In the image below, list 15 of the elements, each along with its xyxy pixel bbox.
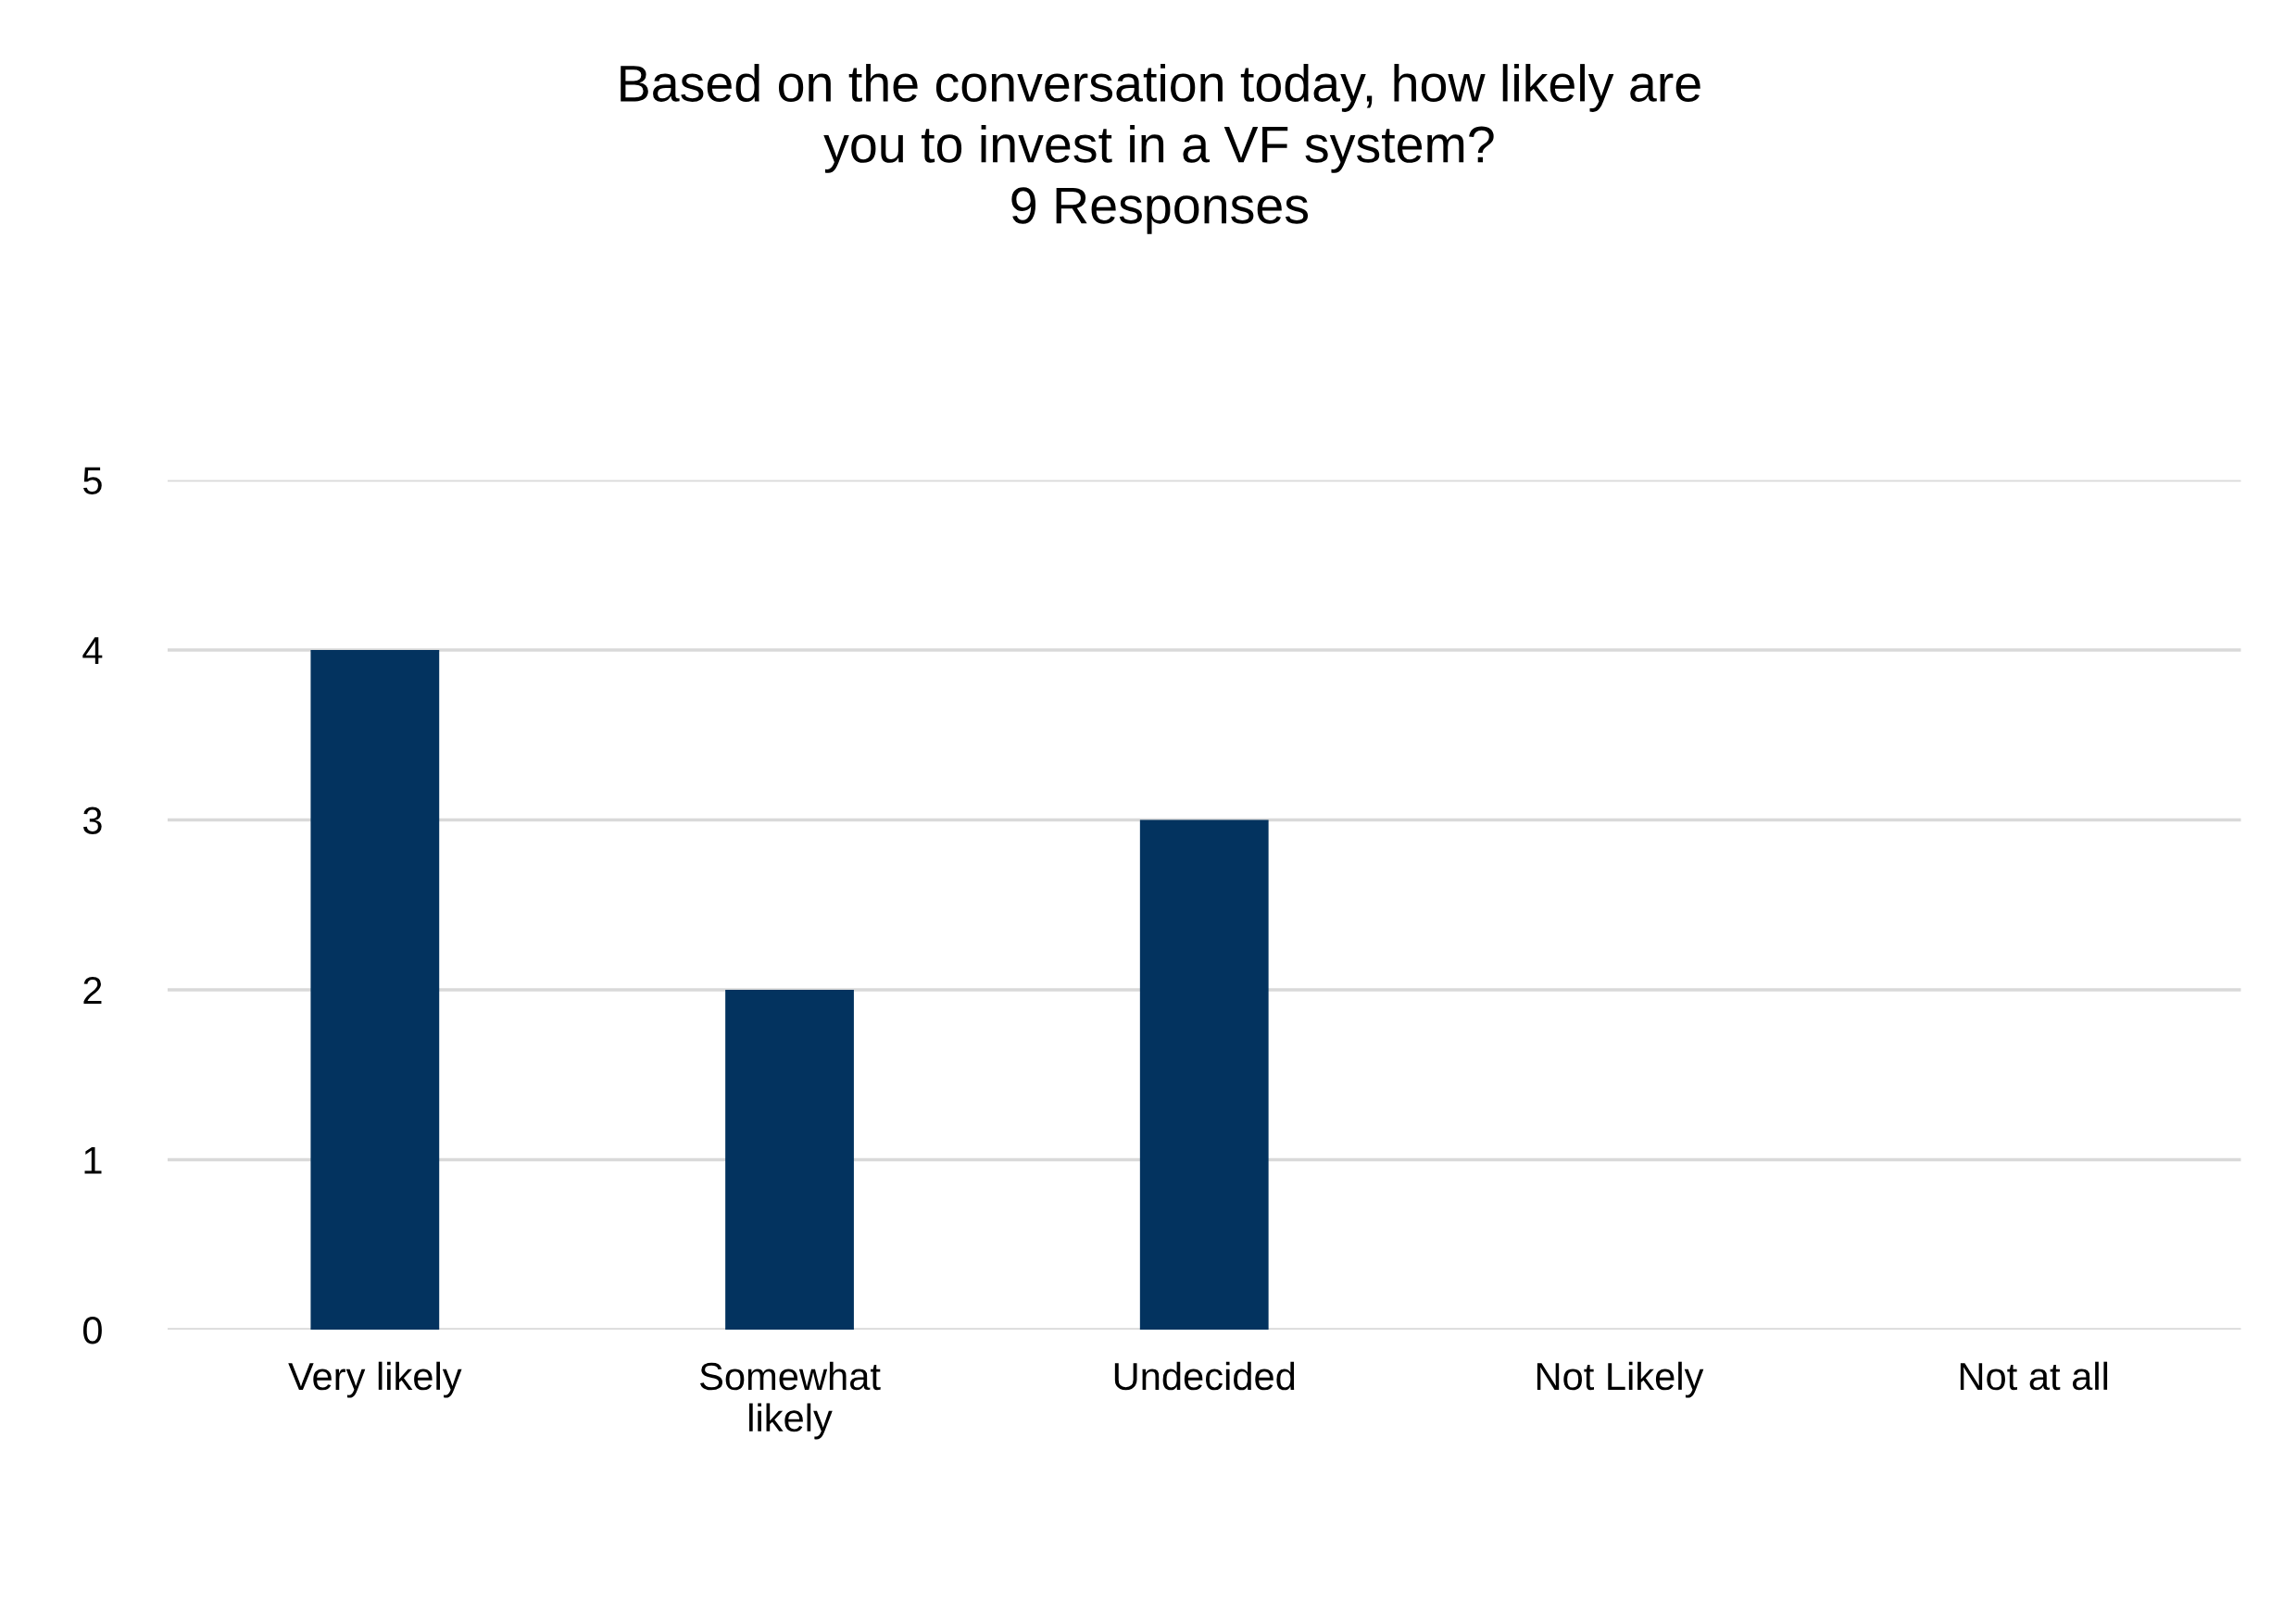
y-tick-label: 0 xyxy=(82,1316,102,1344)
bar xyxy=(1139,819,1269,1330)
chart-title: Based on the conversation today, how likely are you to invest in a VF system? 9 Responses xyxy=(621,64,1700,234)
x-tick-label: Not Likely xyxy=(1537,1361,1704,1398)
bar xyxy=(310,649,440,1330)
x-tick-label: Very likely xyxy=(288,1361,462,1398)
x-tick-label: Not at all xyxy=(1960,1361,2108,1391)
y-tick-label: 5 xyxy=(83,467,102,494)
x-tick-label: Somewhat likely xyxy=(700,1361,881,1440)
bar xyxy=(725,989,854,1330)
y-tick-label: 3 xyxy=(82,806,102,834)
y-tick-label: 1 xyxy=(84,1146,102,1174)
y-tick-label: 2 xyxy=(83,976,102,1005)
x-tick-label: Undecided xyxy=(1114,1361,1295,1391)
y-tick-label: 4 xyxy=(82,637,103,665)
